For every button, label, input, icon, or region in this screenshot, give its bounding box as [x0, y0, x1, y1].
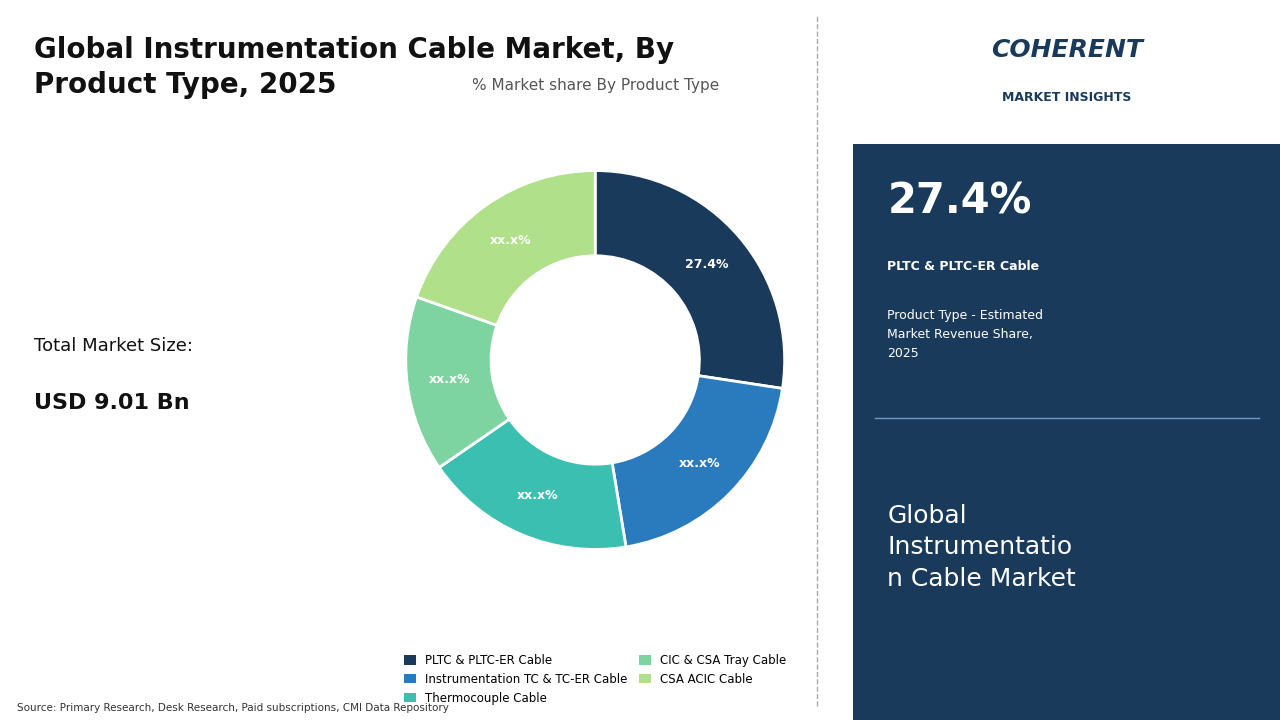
Text: xx.x%: xx.x% [517, 489, 558, 502]
Legend: PLTC & PLTC-ER Cable, Instrumentation TC & TC-ER Cable, Thermocouple Cable, CIC : PLTC & PLTC-ER Cable, Instrumentation TC… [399, 649, 791, 709]
Wedge shape [595, 171, 785, 389]
Text: 27.4%: 27.4% [685, 258, 728, 271]
FancyBboxPatch shape [854, 144, 1280, 720]
Text: Global Instrumentation Cable Market, By
Product Type, 2025: Global Instrumentation Cable Market, By … [35, 36, 675, 99]
Text: COHERENT: COHERENT [991, 38, 1143, 63]
Text: PLTC & PLTC-ER Cable: PLTC & PLTC-ER Cable [887, 260, 1039, 273]
Wedge shape [439, 419, 626, 549]
Title: % Market share By Product Type: % Market share By Product Type [471, 78, 719, 93]
Text: Source: Primary Research, Desk Research, Paid subscriptions, CMI Data Repository: Source: Primary Research, Desk Research,… [17, 703, 449, 713]
Text: Product Type - Estimated
Market Revenue Share,
2025: Product Type - Estimated Market Revenue … [887, 310, 1043, 360]
Wedge shape [406, 297, 509, 467]
Text: xx.x%: xx.x% [429, 373, 471, 386]
Text: 27.4%: 27.4% [887, 181, 1032, 222]
Text: xx.x%: xx.x% [678, 456, 721, 469]
Text: Total Market Size:: Total Market Size: [35, 336, 193, 354]
Wedge shape [612, 376, 782, 547]
Text: MARKET INSIGHTS: MARKET INSIGHTS [1002, 91, 1132, 104]
Text: Global
Instrumentatio
n Cable Market: Global Instrumentatio n Cable Market [887, 503, 1076, 591]
Text: USD 9.01 Bn: USD 9.01 Bn [35, 393, 189, 413]
Text: xx.x%: xx.x% [489, 234, 531, 247]
Wedge shape [416, 171, 595, 325]
